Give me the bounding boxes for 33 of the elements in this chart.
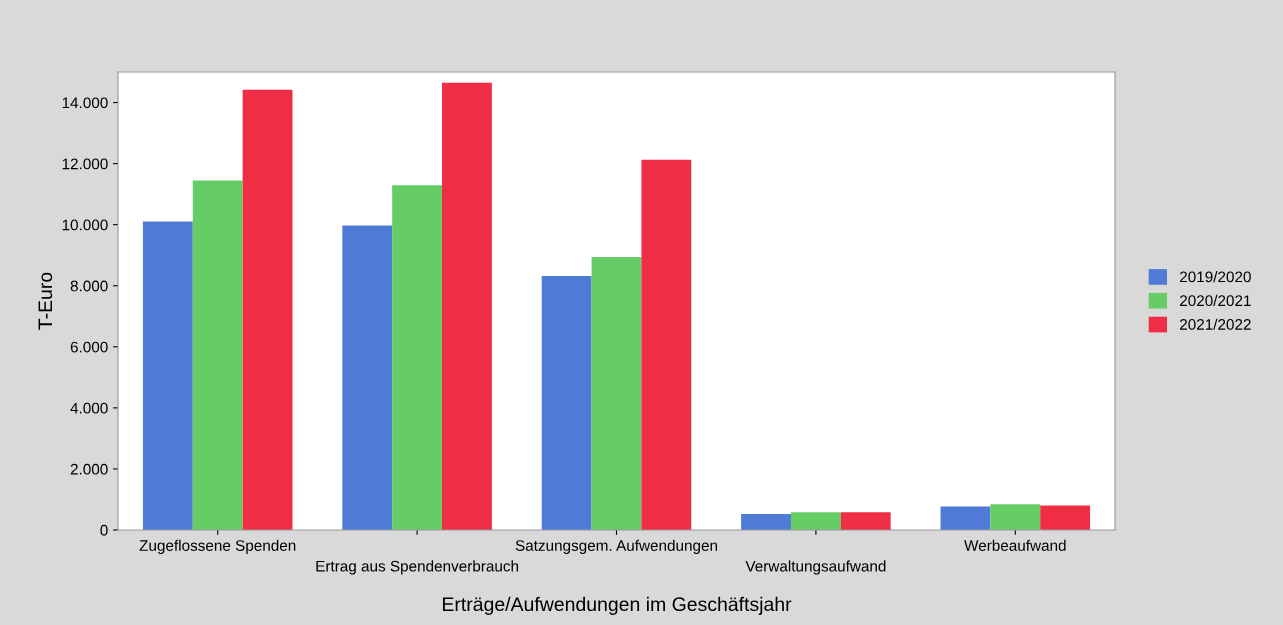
legend-label: 2020/2021 (1180, 294, 1251, 307)
bar (442, 82, 492, 530)
bar (192, 180, 243, 530)
y-tick-label: 10.000 (62, 219, 108, 231)
x-axis-title: Erträge/Aufwendungen im Geschäftsjahr (443, 596, 792, 615)
y-tick-label: 2.000 (70, 463, 108, 475)
x-tick-label: Zugeflossene Spenden (139, 539, 296, 554)
y-tick-label: 0 (100, 524, 108, 536)
x-tick-label: Werbeaufwand (964, 539, 1066, 551)
y-tick-label: 14.000 (62, 97, 108, 109)
bar (591, 257, 642, 530)
y-axis-title: T-Euro (38, 272, 53, 330)
bar (1040, 505, 1091, 530)
bar (541, 275, 592, 530)
bar (641, 159, 692, 530)
bar (142, 221, 193, 530)
bar (242, 89, 293, 530)
x-tick-label: Satzungsgem. Aufwendungen (515, 539, 718, 554)
bar (790, 512, 841, 530)
y-tick-label: 12.000 (62, 158, 108, 170)
bar (392, 185, 443, 530)
x-tick-label: Ertrag aus Spendenverbrauch (316, 560, 519, 575)
x-tick-label: Verwaltungsaufwand (745, 560, 886, 575)
bar (741, 514, 791, 530)
y-tick-label: 8.000 (70, 280, 108, 292)
legend-label: 2021/2022 (1180, 318, 1251, 330)
legend-label: 2019/2020 (1180, 271, 1251, 283)
bar (342, 225, 393, 530)
y-tick-label: 4.000 (70, 402, 108, 414)
y-tick-label: 6.000 (70, 341, 108, 353)
bar (840, 512, 891, 530)
bar (940, 506, 991, 530)
bar (990, 504, 1041, 530)
